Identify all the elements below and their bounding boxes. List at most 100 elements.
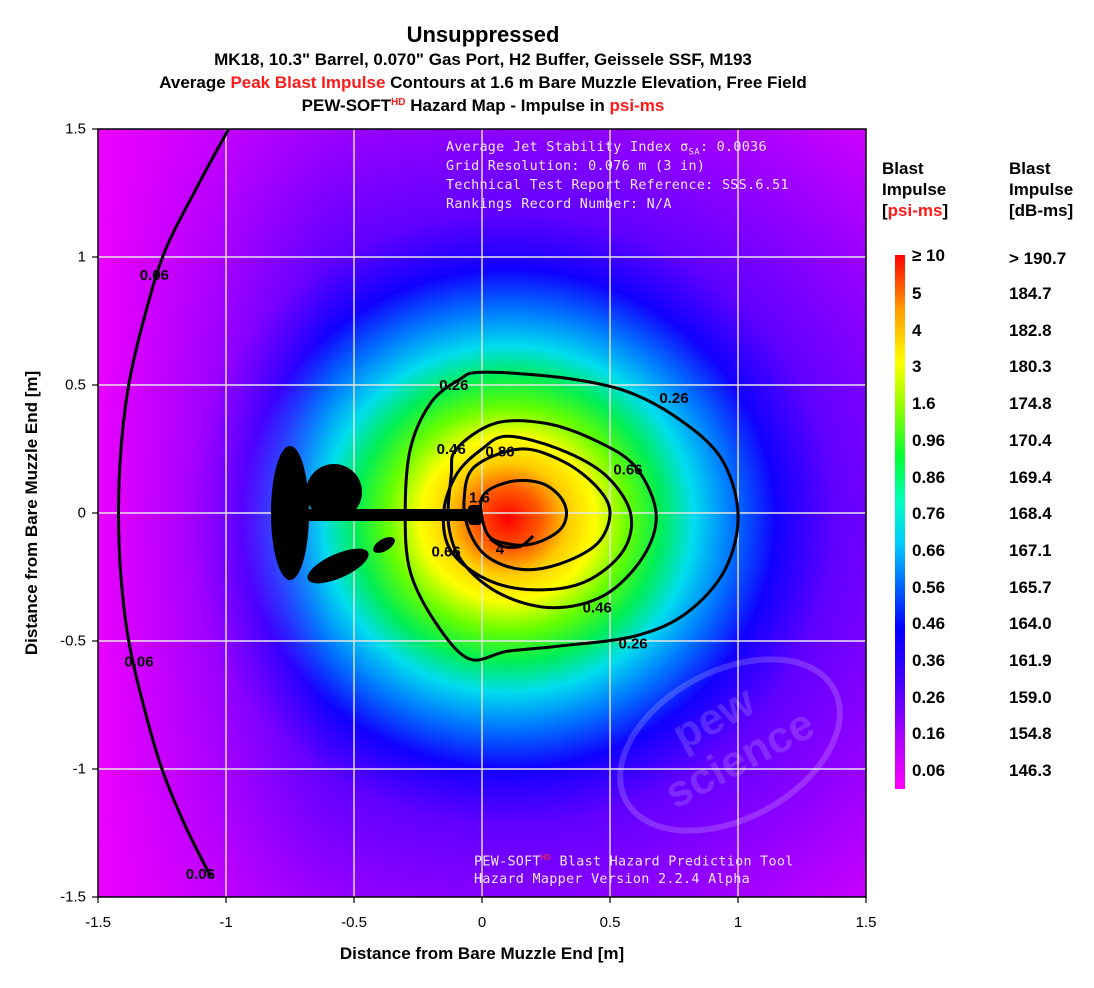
y-axis-label: Distance from Bare Muzzle End [m] xyxy=(22,370,41,656)
legend-psi-value: 0.26 xyxy=(912,687,946,707)
shooter-arm xyxy=(307,548,369,584)
legend-db-value: 165.7 xyxy=(1009,577,1052,597)
contour-label-0-66: 0.66 xyxy=(613,461,642,478)
contour-label-0-86: 0.86 xyxy=(485,444,514,461)
y-tick-label: -1.5 xyxy=(60,888,86,906)
legend-psi-value: 0.86 xyxy=(912,467,946,487)
contour-line-0-66 xyxy=(441,434,634,592)
y-tick-label: 1.5 xyxy=(65,120,86,138)
legend-db-value: 170.4 xyxy=(1009,430,1052,450)
legend-psi-value: 0.36 xyxy=(912,651,946,670)
x-tick-label: 0.5 xyxy=(599,914,621,931)
legend-psi-value: 5 xyxy=(912,284,922,303)
footer-tool-text: PEW-SOFT xyxy=(474,854,541,870)
legend-db-value: 161.9 xyxy=(1009,651,1052,670)
annotation-stability-text: Average Jet Stability Index σ xyxy=(446,140,689,155)
legend-db-value: 169.4 xyxy=(1009,467,1052,487)
legend-psi-top: ≥ 10 xyxy=(912,246,945,265)
subtitle-measurement-highlight: Peak Blast Impulse xyxy=(230,73,386,92)
shooter-head xyxy=(306,464,362,520)
y-tick-label: 0.5 xyxy=(65,376,86,394)
legend-psi-bracket-open: [ xyxy=(882,201,888,220)
annotation-stability-value: : 0.0036 xyxy=(699,140,767,155)
contour-line-0-06 xyxy=(117,129,230,878)
y-tick-label: -1 xyxy=(72,760,86,778)
legend-db-value: 180.3 xyxy=(1009,357,1052,377)
y-tick-label: -0.5 xyxy=(60,632,86,650)
footer-version: Hazard Mapper Version 2.2.4 Alpha xyxy=(474,872,750,887)
legend-db-value: 146.3 xyxy=(1009,761,1052,781)
x-tick-label: 0 xyxy=(477,914,487,931)
contour-label-0-06: 0.06 xyxy=(186,866,215,883)
axis-tick-marks xyxy=(92,128,867,903)
legend-psi-value: 3 xyxy=(912,357,922,377)
legend-psi-value: 0.46 xyxy=(912,614,946,634)
legend-db-value: 167.1 xyxy=(1009,540,1052,560)
subtitle-tool-mid: Hazard Map - Impulse in xyxy=(405,96,610,115)
legend-psi-value: 0.56 xyxy=(912,577,946,597)
legend-psi-value: 0.06 xyxy=(912,761,946,781)
subtitle-tool-unit: psi-ms xyxy=(609,96,665,115)
legend-psi-bracket-close: ] xyxy=(942,201,949,220)
footer-tool-name: PEW-SOFTHD Blast Hazard Prediction Tool xyxy=(474,853,794,869)
legend-psi-value: 1.6 xyxy=(912,394,936,414)
contour-label-0-26: 0.26 xyxy=(618,636,647,653)
colorbar xyxy=(895,255,905,789)
legend-psi-value: 0.76 xyxy=(912,504,946,524)
contour-line-0-86 xyxy=(462,447,612,572)
contour-label-0-46: 0.46 xyxy=(583,600,612,617)
annotation-grid-resolution: Grid Resolution: 0.076 m (3 in) xyxy=(446,159,706,174)
legend-db-value: 182.8 xyxy=(1009,320,1052,340)
legend-db-value: 184.7 xyxy=(1009,284,1052,303)
subtitle-weapon-text: MK18, 10.3" Barrel, 0.070" Gas Port, H2 … xyxy=(214,50,752,69)
annotation-stability-index: Average Jet Stability Index σSA: 0.0036 xyxy=(446,140,767,158)
rifle-barrel xyxy=(300,509,482,521)
x-axis-label: Distance from Bare Muzzle End [m] xyxy=(339,944,625,963)
contour-label-1-6: 1.6 xyxy=(469,490,490,507)
shooter-body xyxy=(271,446,309,580)
legend-psi-unit: psi-ms xyxy=(887,201,943,220)
legend-header-db: Blast Impulse [dB-ms] xyxy=(1009,158,1073,221)
legend-psi-value: 0.96 xyxy=(912,430,946,450)
plot-content: pew science 0.060.060.060.260.260.260.46… xyxy=(98,129,866,897)
subtitle-tool-superscript: HD xyxy=(391,97,406,108)
legend-header-db-line2: Impulse xyxy=(1009,180,1074,199)
contour-labels: 0.06 0.06 0.06 0.26 0.26 0.26 0.46 0.46 0.66 0.66… xyxy=(124,267,688,883)
subtitle-measurement-pre: Average xyxy=(159,73,231,92)
legend-db-value: 174.8 xyxy=(1009,394,1052,414)
legend-db-value: 159.0 xyxy=(1009,687,1052,707)
annotation-report-reference: Technical Test Report Reference: SSS.6.5… xyxy=(446,178,789,193)
subtitle-measurement-post: Contours at 1.6 m Bare Muzzle Elevation,… xyxy=(385,73,807,92)
shooter-silhouette xyxy=(271,446,482,584)
contour-label-0-06: 0.06 xyxy=(140,267,169,284)
subtitle-tool-name: PEW-SOFT xyxy=(301,96,392,115)
x-tick-label: -1.5 xyxy=(85,914,111,931)
legend-db-value: 154.8 xyxy=(1009,724,1052,744)
annotation-stability-subscript: SA xyxy=(688,147,700,158)
legend-header-psi-line2: Impulse xyxy=(882,180,947,199)
footer-tool-superscript: HD xyxy=(540,853,552,862)
legend-psi-value: 0.16 xyxy=(912,724,946,744)
y-tick-label: 1 xyxy=(77,248,86,266)
legend-header-psi: Blast Impulse [psi-ms] xyxy=(882,158,948,221)
chart-subtitle-weapon: MK18, 10.3" Barrel, 0.070" Gas Port, H2 … xyxy=(0,50,966,70)
x-tick-label: -1 xyxy=(219,914,233,931)
y-tick-label: 0 xyxy=(77,504,86,522)
footer-tool-rest: Blast Hazard Prediction Tool xyxy=(551,854,794,870)
contour-label-0-26: 0.26 xyxy=(659,390,688,407)
annotation-record-number: Rankings Record Number: N/A xyxy=(446,197,672,212)
legend-db-top: > 190.7 xyxy=(1009,249,1067,268)
contour-label-0-26: 0.26 xyxy=(439,377,468,394)
legend-header-db-line1: Blast xyxy=(1009,159,1051,178)
chart-subtitle-tool: PEW-SOFTHD Hazard Map - Impulse in psi-m… xyxy=(0,96,966,116)
contour-lines xyxy=(117,129,740,878)
legend-psi-value: 4 xyxy=(912,320,922,340)
legend-psi-value: 0.66 xyxy=(912,540,946,560)
watermark-ring xyxy=(617,656,843,834)
chart-subtitle-measurement: Average Peak Blast Impulse Contours at 1… xyxy=(0,73,966,93)
legend-db-value: 164.0 xyxy=(1009,614,1052,634)
shooter-hand xyxy=(373,537,395,553)
rifle-muzzle xyxy=(468,505,482,525)
legend-db-value: 168.4 xyxy=(1009,504,1052,524)
